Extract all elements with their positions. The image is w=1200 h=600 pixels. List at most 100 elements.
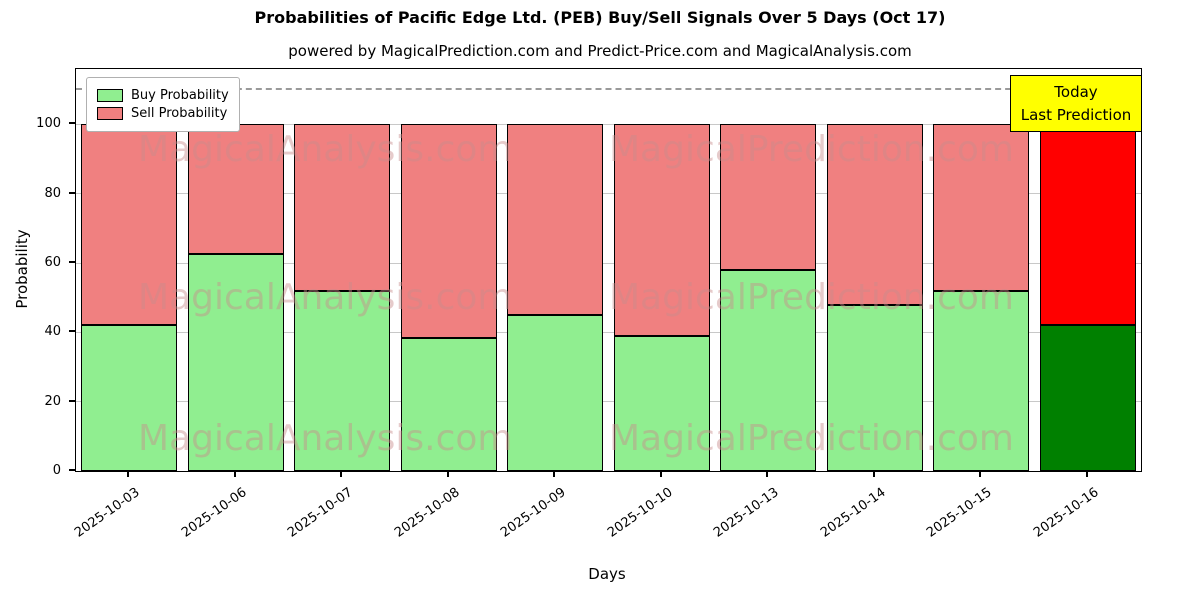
x-tick-label-wrap: 2025-10-10 (591, 481, 676, 541)
legend-label-buy: Buy Probability (131, 88, 229, 103)
bar-2025-10-03 (81, 124, 178, 471)
x-tick-label-wrap: 2025-10-13 (698, 481, 782, 541)
legend: Buy Probability Sell Probability (86, 77, 240, 132)
y-tick-mark (69, 261, 75, 264)
bar-slot (715, 69, 822, 471)
x-tick-mark (659, 471, 662, 477)
x-tick-mark (766, 471, 769, 477)
annotation-line1: Today (1054, 83, 1098, 101)
gridline (76, 331, 1141, 333)
sell-segment (613, 124, 710, 336)
buy-segment (1039, 325, 1136, 471)
y-tick-label: 20 (44, 393, 61, 409)
buy-segment (613, 335, 710, 471)
x-tick-label: 2025-10-13 (711, 485, 782, 541)
threshold-dashed-line (76, 87, 1141, 90)
y-tick-mark (69, 122, 75, 125)
bar-2025-10-13 (720, 124, 817, 471)
y-tick-mark (69, 330, 75, 333)
bar-slot (289, 69, 396, 471)
buy-segment (81, 325, 178, 471)
x-tick-label-wrap: 2025-10-09 (485, 481, 569, 541)
x-tick-label: 2025-10-15 (924, 485, 995, 541)
y-tick-label: 40 (44, 324, 61, 340)
bar-slot (928, 69, 1035, 471)
bar-2025-10-10 (613, 124, 710, 471)
sell-segment (400, 124, 497, 338)
bar-2025-10-09 (507, 124, 604, 471)
x-tick-label-wrap: 2025-10-15 (911, 481, 995, 541)
x-tick-mark (233, 471, 236, 477)
plot-area: MagicalAnalysis.com MagicalPrediction.com… (75, 68, 1142, 472)
x-tick-label: 2025-10-09 (498, 485, 569, 541)
bar-slot (822, 69, 929, 471)
buy-segment (826, 304, 923, 471)
y-tick-mark (69, 191, 75, 194)
x-axis-label: Days (588, 565, 626, 583)
x-tick-label: 2025-10-14 (817, 485, 889, 541)
bar-slot (609, 69, 716, 471)
x-tick-label: 2025-10-16 (1030, 485, 1102, 541)
sell-segment (81, 124, 178, 326)
sell-segment (826, 124, 923, 305)
x-tick-mark (127, 471, 130, 477)
x-tick-label-wrap: 2025-10-03 (59, 481, 143, 541)
buy-segment (400, 337, 497, 471)
x-tick-label-wrap: 2025-10-06 (165, 481, 250, 541)
today-annotation: Today Last Prediction (1010, 75, 1142, 132)
bar-2025-10-14 (826, 124, 923, 471)
bar-2025-10-08 (400, 124, 497, 471)
bar-slot (396, 69, 503, 471)
buy-segment (294, 290, 391, 471)
x-tick-label: 2025-10-10 (604, 485, 676, 541)
x-tick-mark (1085, 471, 1088, 477)
bar-2025-10-07 (294, 124, 391, 471)
sell-segment (187, 124, 284, 255)
legend-label-sell: Sell Probability (131, 106, 228, 121)
sell-segment (933, 124, 1030, 291)
legend-item-buy: Buy Probability (97, 88, 229, 103)
x-tick-mark (446, 471, 449, 477)
gridline (76, 262, 1141, 264)
y-tick-mark (69, 469, 75, 471)
legend-item-sell: Sell Probability (97, 106, 229, 121)
buy-segment (187, 254, 284, 471)
buy-segment (720, 270, 817, 471)
bar-slot (1035, 69, 1142, 471)
sell-segment (294, 124, 391, 291)
x-tick-label-wrap: 2025-10-14 (804, 481, 889, 541)
chart-subtitle: powered by MagicalPrediction.com and Pre… (288, 42, 912, 60)
sell-probability-swatch (97, 107, 123, 120)
bar-2025-10-06 (187, 124, 284, 471)
x-tick-label: 2025-10-06 (178, 485, 250, 541)
sell-segment (1039, 124, 1136, 326)
annotation-line2: Last Prediction (1020, 105, 1132, 124)
x-tick-mark (979, 471, 982, 477)
gridline (76, 401, 1141, 403)
x-tick-mark (553, 471, 556, 477)
y-tick-label: 100 (36, 116, 61, 132)
buy-segment (507, 315, 604, 471)
y-tick-label: 60 (44, 255, 61, 271)
x-tick-label-wrap: 2025-10-07 (272, 481, 356, 541)
x-axis-ticks: 2025-10-03 2025-10-06 2025-10-07 2025-10-08… (72, 471, 1140, 581)
chart-title: Probabilities of Pacific Edge Ltd. (PEB)… (254, 8, 946, 27)
y-tick-mark (69, 399, 75, 402)
gridline (76, 123, 1141, 125)
y-tick-label: 0 (52, 463, 61, 478)
y-tick-label: 80 (44, 185, 61, 201)
x-tick-mark (872, 471, 875, 477)
sell-segment (720, 124, 817, 270)
sell-segment (507, 124, 604, 316)
buy-probability-swatch (97, 89, 123, 102)
bar-slot (502, 69, 609, 471)
buy-segment (933, 290, 1030, 471)
bars-container (76, 69, 1141, 471)
bar-2025-10-16 (1039, 124, 1136, 471)
bar-2025-10-15 (933, 124, 1030, 471)
x-tick-label: 2025-10-07 (285, 485, 356, 541)
x-tick-label-wrap: 2025-10-16 (1017, 481, 1102, 541)
gridline (76, 193, 1141, 195)
x-tick-label: 2025-10-03 (72, 485, 143, 541)
